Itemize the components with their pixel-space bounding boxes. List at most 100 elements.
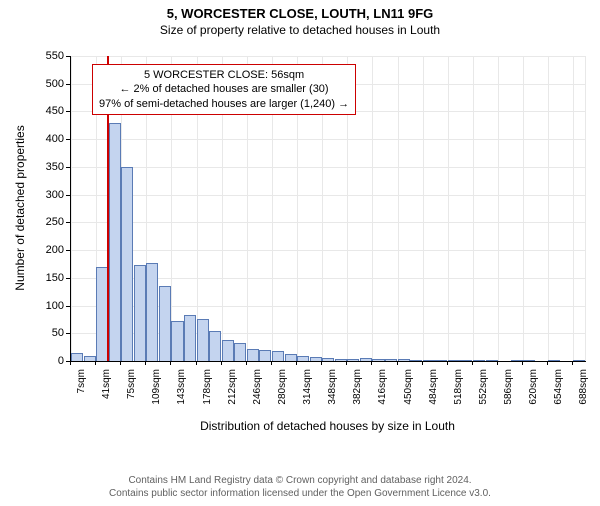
ytick-mark [66,278,70,279]
chart-container: Number of detached properties 0501001502… [0,46,600,446]
footer-attribution: Contains HM Land Registry data © Crown c… [0,475,600,500]
xtick-mark [296,361,297,365]
histogram-bar [423,360,435,361]
histogram-bar [247,349,259,361]
xtick-mark [145,361,146,365]
gridline-v [71,56,72,361]
ytick-mark [66,333,70,334]
xtick-mark [497,361,498,365]
xtick-mark [196,361,197,365]
histogram-bar [322,358,334,361]
xtick-label: 348sqm [327,369,338,417]
histogram-bar [285,354,297,361]
xtick-label: 246sqm [252,369,263,417]
histogram-bar [410,360,422,361]
gridline-v [548,56,549,361]
ytick-mark [66,306,70,307]
histogram-bar [360,358,372,361]
histogram-bar [448,360,460,361]
xtick-mark [271,361,272,365]
histogram-bar [146,263,158,361]
histogram-bar [372,359,384,361]
ytick-mark [66,56,70,57]
histogram-bar [435,360,447,361]
ytick-label: 350 [34,161,64,173]
histogram-bar [335,359,347,361]
gridline-v [423,56,424,361]
histogram-bar [297,356,309,361]
ytick-label: 300 [34,189,64,201]
chart-title: 5, WORCESTER CLOSE, LOUTH, LN11 9FG [0,6,600,21]
xtick-label: 75sqm [126,369,137,417]
xtick-mark [120,361,121,365]
xtick-label: 143sqm [176,369,187,417]
histogram-bar [197,319,209,361]
histogram-bar [259,350,271,361]
gridline-v [398,56,399,361]
histogram-bar [159,286,171,361]
ytick-label: 50 [34,327,64,339]
xtick-label: 620sqm [528,369,539,417]
gridline-h [71,222,586,223]
histogram-bar [121,167,133,361]
gridline-v [372,56,373,361]
gridline-h [71,56,586,57]
ytick-mark [66,111,70,112]
ytick-label: 250 [34,216,64,228]
xtick-mark [346,361,347,365]
chart-subtitle: Size of property relative to detached ho… [0,23,600,37]
ytick-mark [66,250,70,251]
ytick-label: 200 [34,244,64,256]
histogram-bar [486,360,498,361]
xtick-label: 109sqm [151,369,162,417]
annotation-box: 5 WORCESTER CLOSE: 56sqm ← 2% of detache… [92,64,356,115]
gridline-h [71,167,586,168]
annotation-line3: 97% of semi-detached houses are larger (… [99,97,349,111]
histogram-bar [222,340,234,361]
gridline-h [71,250,586,251]
histogram-bar [171,321,183,361]
histogram-bar [109,123,121,361]
xtick-mark [321,361,322,365]
footer-line1: Contains HM Land Registry data © Crown c… [0,475,600,488]
gridline-v [448,56,449,361]
histogram-bar [573,360,585,361]
gridline-h [71,139,586,140]
ytick-label: 550 [34,50,64,62]
ytick-mark [66,139,70,140]
xtick-label: 314sqm [302,369,313,417]
histogram-bar [209,331,221,362]
xtick-mark [371,361,372,365]
xtick-mark [246,361,247,365]
ytick-label: 400 [34,133,64,145]
xtick-label: 518sqm [453,369,464,417]
gridline-v [498,56,499,361]
xtick-label: 450sqm [403,369,414,417]
xtick-label: 41sqm [101,369,112,417]
ytick-label: 100 [34,300,64,312]
xtick-mark [447,361,448,365]
ytick-mark [66,84,70,85]
ytick-label: 450 [34,105,64,117]
xtick-label: 280sqm [277,369,288,417]
gridline-v [585,56,586,361]
xtick-mark [422,361,423,365]
histogram-bar [347,359,359,361]
xtick-label: 586sqm [503,369,514,417]
ytick-mark [66,195,70,196]
histogram-bar [84,356,96,361]
histogram-bar [134,265,146,361]
xtick-label: 7sqm [76,369,87,417]
footer-line2: Contains public sector information licen… [0,488,600,501]
histogram-bar [272,351,284,361]
histogram-bar [385,359,397,361]
xtick-mark [170,361,171,365]
y-axis-label: Number of detached properties [13,108,27,308]
xtick-label: 688sqm [578,369,589,417]
xtick-label: 484sqm [428,369,439,417]
xtick-mark [70,361,71,365]
xtick-label: 416sqm [377,369,388,417]
xtick-label: 552sqm [478,369,489,417]
histogram-bar [511,360,523,361]
histogram-bar [548,360,560,361]
